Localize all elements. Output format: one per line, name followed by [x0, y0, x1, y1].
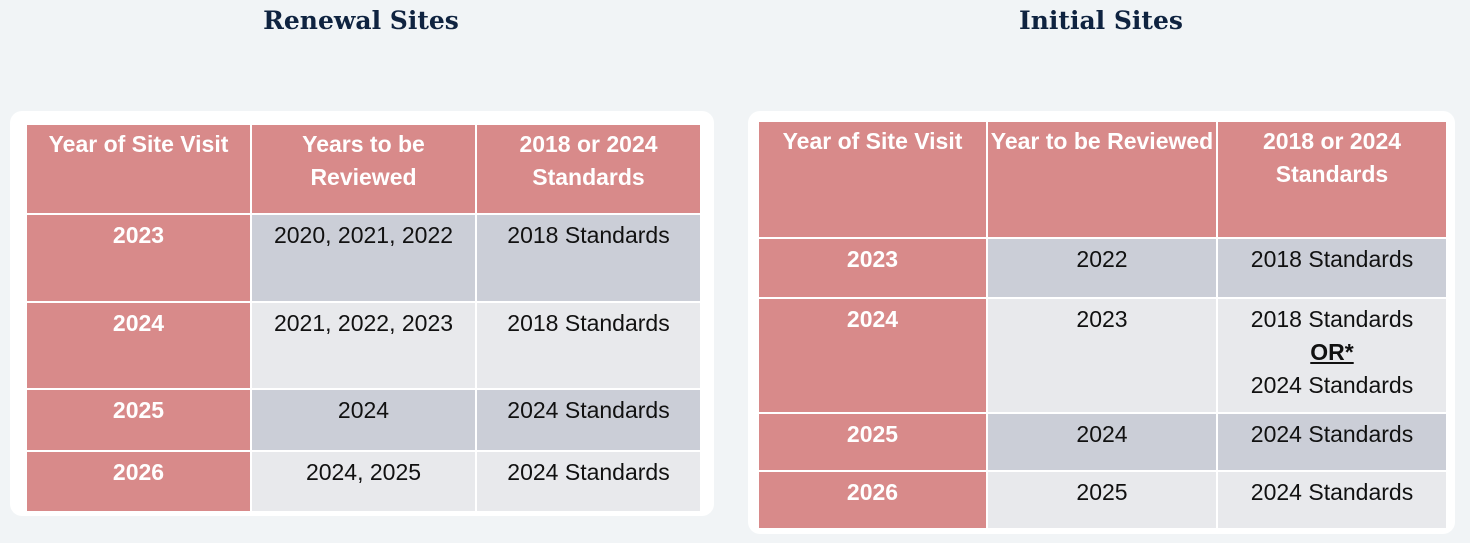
- year-cell: 2025: [25, 388, 252, 452]
- header-year-of-site-visit: Year of Site Visit: [757, 120, 988, 239]
- standards-cell: 2018 Standards: [1216, 237, 1448, 299]
- reviewed-cell: 2024, 2025: [250, 450, 477, 513]
- header-standards: 2018 or 2024 Standards: [475, 123, 702, 215]
- reviewed-cell: 2023: [986, 297, 1218, 414]
- initial-sites-card: Year of Site Visit Year to be Reviewed 2…: [748, 111, 1455, 534]
- standards-cell: 2024 Standards: [475, 388, 702, 452]
- standards-line-2: 2024 Standards: [1250, 372, 1414, 398]
- year-cell: 2024: [757, 297, 988, 414]
- standards-line-1: 2018 Standards: [1250, 306, 1414, 332]
- table-row: 2024 2023 2018 Standards OR* 2024 Standa…: [757, 297, 1448, 414]
- table-row: 2025 2024 2024 Standards: [25, 388, 702, 452]
- table-header-row: Year of Site Visit Years to be Reviewed …: [25, 123, 702, 215]
- header-years-to-be-reviewed: Years to be Reviewed: [250, 123, 477, 215]
- standards-cell: 2018 Standards OR* 2024 Standards: [1216, 297, 1448, 414]
- standards-cell: 2024 Standards: [1216, 412, 1448, 472]
- reviewed-cell: 2021, 2022, 2023: [250, 301, 477, 390]
- renewal-sites-table: Year of Site Visit Years to be Reviewed …: [25, 123, 702, 513]
- standards-cell: 2024 Standards: [475, 450, 702, 513]
- reviewed-cell: 2025: [986, 470, 1218, 530]
- renewal-sites-heading: Renewal Sites: [263, 6, 459, 35]
- reviewed-cell: 2022: [986, 237, 1218, 299]
- year-cell: 2026: [25, 450, 252, 513]
- table-row: 2023 2022 2018 Standards: [757, 237, 1448, 299]
- year-cell: 2025: [757, 412, 988, 472]
- year-cell: 2026: [757, 470, 988, 530]
- initial-sites-heading: Initial Sites: [1019, 6, 1183, 35]
- standards-cell: 2024 Standards: [1216, 470, 1448, 530]
- header-year-of-site-visit: Year of Site Visit: [25, 123, 252, 215]
- standards-cell: 2018 Standards: [475, 301, 702, 390]
- table-row: 2025 2024 2024 Standards: [757, 412, 1448, 472]
- table-header-row: Year of Site Visit Year to be Reviewed 2…: [757, 120, 1448, 239]
- table-row: 2024 2021, 2022, 2023 2018 Standards: [25, 301, 702, 390]
- table-row: 2026 2025 2024 Standards: [757, 470, 1448, 530]
- initial-sites-table: Year of Site Visit Year to be Reviewed 2…: [757, 120, 1448, 530]
- year-cell: 2023: [25, 213, 252, 303]
- year-cell: 2023: [757, 237, 988, 299]
- reviewed-cell: 2024: [986, 412, 1218, 472]
- reviewed-cell: 2024: [250, 388, 477, 452]
- reviewed-cell: 2020, 2021, 2022: [250, 213, 477, 303]
- header-standards: 2018 or 2024 Standards: [1216, 120, 1448, 239]
- header-year-to-be-reviewed: Year to be Reviewed: [986, 120, 1218, 239]
- year-cell: 2024: [25, 301, 252, 390]
- or-label: OR*: [1310, 339, 1354, 365]
- standards-cell: 2018 Standards: [475, 213, 702, 303]
- table-row: 2026 2024, 2025 2024 Standards: [25, 450, 702, 513]
- renewal-sites-card: Year of Site Visit Years to be Reviewed …: [10, 111, 714, 516]
- table-row: 2023 2020, 2021, 2022 2018 Standards: [25, 213, 702, 303]
